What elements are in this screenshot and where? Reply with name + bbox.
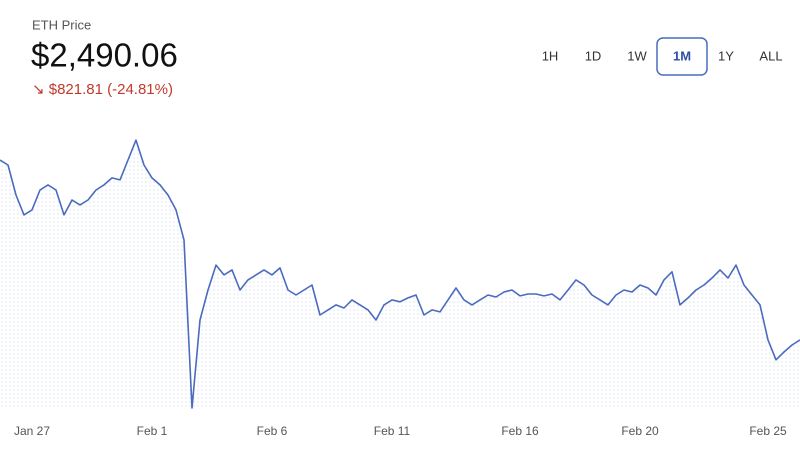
range-label: ALL (759, 48, 782, 63)
range-button[interactable]: 1D (585, 48, 602, 63)
range-label: 1Y (718, 48, 734, 63)
range-button[interactable]: ALL (759, 48, 782, 63)
x-tick-label: Feb 16 (501, 424, 539, 438)
x-tick-label: Feb 11 (374, 424, 411, 438)
range-label: 1W (627, 48, 647, 63)
title: ETH Price (32, 17, 91, 32)
price-line (0, 139, 800, 409)
price: $2,490.06 (31, 37, 178, 74)
range-label: 1M (673, 48, 691, 63)
change: ↘ $821.81 (-24.81%) (32, 81, 173, 98)
x-tick-label: Feb 1 (137, 424, 168, 438)
range-button[interactable]: 1H (542, 48, 559, 63)
x-tick-label: Feb 6 (257, 424, 288, 438)
range-label: 1D (585, 48, 602, 63)
x-tick-label: Jan 27 (14, 424, 50, 438)
x-tick-label: Feb 25 (749, 424, 787, 438)
range-button[interactable]: 1Y (718, 48, 734, 63)
range-label: 1H (542, 48, 559, 63)
range-button[interactable]: 1M (656, 37, 708, 76)
x-tick-label: Feb 20 (621, 424, 659, 438)
selected-range-box (656, 37, 708, 76)
range-button[interactable]: 1W (627, 48, 647, 63)
price-area (0, 140, 800, 408)
